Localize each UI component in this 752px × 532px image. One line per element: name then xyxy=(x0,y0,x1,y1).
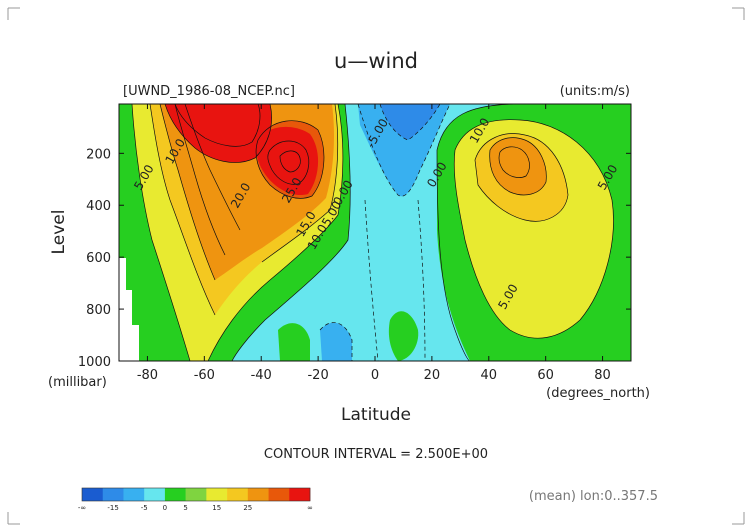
colorbar-frame xyxy=(81,487,311,502)
units-label: (units:m/s) xyxy=(560,84,630,99)
colorbar-swatch xyxy=(227,488,249,501)
x-tick-label: 0 xyxy=(371,368,379,383)
colorbar-tick-label: 15 xyxy=(212,504,221,512)
y-axis-ticks: 200 400 600 800 1000 xyxy=(78,147,631,370)
x-tick-label: 20 xyxy=(424,368,441,383)
fill-orange-nh xyxy=(489,137,547,195)
colorbar-swatch xyxy=(164,488,186,501)
colorbar-tick-label: 0 xyxy=(163,504,167,512)
fill-blue-upper xyxy=(358,104,450,197)
y-tick-label: 1000 xyxy=(78,355,111,370)
colorbar: -∞ -15 -5 0 5 15 25 ∞ xyxy=(78,487,313,512)
plot-area xyxy=(119,104,631,361)
y-tick-label: 200 xyxy=(86,147,111,162)
y-axis-label: Level xyxy=(49,210,69,255)
colorbar-swatch xyxy=(82,488,104,501)
colorbar-swatch xyxy=(185,488,207,501)
x-tick-label: 40 xyxy=(481,368,498,383)
fill-red-sh2 xyxy=(256,126,319,196)
colorbar-tick-label: -5 xyxy=(141,504,148,512)
colorbar-swatch xyxy=(247,488,269,501)
fill-green-spot2 xyxy=(278,323,310,361)
colorbar-swatch xyxy=(144,488,166,501)
fill-missing xyxy=(119,258,139,361)
colorbar-tick-label: -∞ xyxy=(78,504,86,512)
colorbar-tick-label: -15 xyxy=(107,504,118,512)
colorbar-swatch xyxy=(123,488,145,501)
y-tick-label: 600 xyxy=(86,251,111,266)
x-tick-label: -60 xyxy=(194,368,215,383)
x-tick-label: -40 xyxy=(251,368,272,383)
contour-lines xyxy=(131,104,614,361)
colorbar-swatch xyxy=(206,488,228,501)
fill-red-sh xyxy=(165,104,272,163)
fill-blue-core xyxy=(380,104,440,140)
x-tick-label: 60 xyxy=(537,368,554,383)
x-axis-ticks: -80 -60 -40 -20 0 20 40 60 80 xyxy=(137,104,611,383)
x-axis-label: Latitude xyxy=(341,405,411,425)
corner-marks xyxy=(7,7,745,525)
fill-green-spot1 xyxy=(388,311,419,361)
contour-lines-negative xyxy=(319,104,451,361)
colorbar-swatch xyxy=(102,488,124,501)
y-tick-label: 800 xyxy=(86,303,111,318)
colorbar-swatch xyxy=(289,488,311,501)
colorbar-tick-label: 5 xyxy=(183,504,187,512)
x-tick-label: -80 xyxy=(137,368,158,383)
chart-title: u—wind xyxy=(334,49,418,73)
y-tick-label: 400 xyxy=(86,199,111,214)
colorbar-tick-label: 25 xyxy=(243,504,252,512)
file-label: [UWND_1986-08_NCEP.nc] xyxy=(123,84,295,99)
x-tick-label: 80 xyxy=(594,368,611,383)
contour-interval-label: CONTOUR INTERVAL = 2.500E+00 xyxy=(264,447,488,462)
x-tick-label: -20 xyxy=(307,368,328,383)
colorbar-swatch xyxy=(268,488,290,501)
footer-mean-label: (mean) lon:0..357.5 xyxy=(529,489,658,504)
colorbar-tick-label: ∞ xyxy=(307,504,313,512)
x-axis-units: (degrees_north) xyxy=(546,386,650,401)
fill-blue-lower xyxy=(320,322,352,361)
y-axis-units: (millibar) xyxy=(48,375,107,390)
